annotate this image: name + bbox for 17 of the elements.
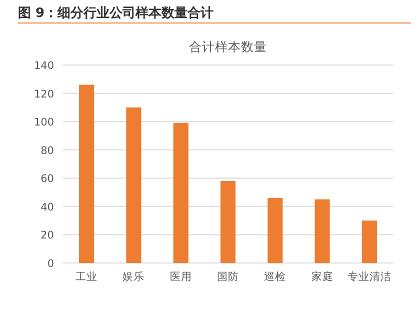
y-tick-label: 0 bbox=[47, 258, 54, 270]
y-tick-label: 40 bbox=[40, 201, 54, 214]
x-tick-label: 专业清洁 bbox=[347, 270, 392, 283]
x-tick-label: 国防 bbox=[217, 270, 239, 283]
y-tick-label: 120 bbox=[34, 88, 54, 100]
x-tick-label: 工业 bbox=[76, 270, 98, 283]
y-tick-label: 20 bbox=[40, 230, 54, 242]
subtitle: 合计样本数量 bbox=[189, 39, 267, 54]
y-tick-label: 140 bbox=[34, 60, 54, 72]
y-tick-label: 60 bbox=[40, 173, 54, 186]
x-tick-label: 娱乐 bbox=[122, 270, 145, 283]
x-tick-label: 家庭 bbox=[311, 270, 334, 283]
x-tick-label: 巡检 bbox=[264, 271, 286, 283]
x-tick-label: 医用 bbox=[170, 271, 192, 283]
y-tick-label: 80 bbox=[40, 144, 54, 157]
title: 图 9：细分行业公司样本数量合计 bbox=[18, 6, 214, 21]
y-tick-label: 100 bbox=[34, 116, 54, 129]
